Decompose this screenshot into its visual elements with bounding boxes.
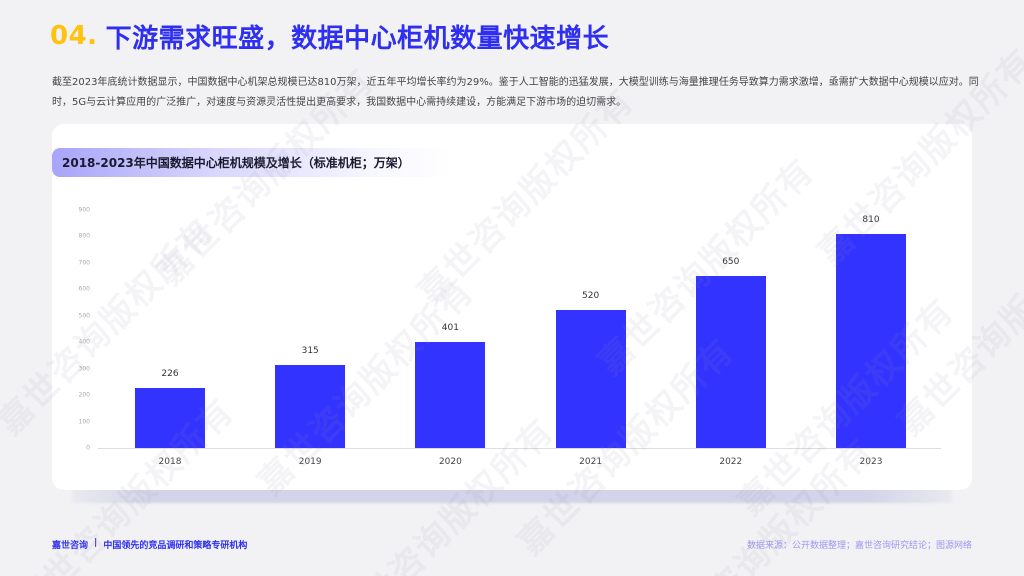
y-tick-label: 500 bbox=[78, 312, 90, 320]
card-shadow bbox=[72, 487, 952, 503]
section-title: 下游需求旺盛，数据中心柜机数量快速增长 bbox=[105, 23, 610, 54]
y-tick-label: 900 bbox=[78, 206, 90, 214]
x-axis-line bbox=[98, 448, 941, 449]
y-tick-label: 200 bbox=[78, 391, 90, 399]
chart-title: 2018-2023年中国数据中心柜机规模及增长（标准机柜；万架） bbox=[52, 148, 452, 177]
bar-2022 bbox=[695, 276, 766, 448]
bar-value-label: 520 bbox=[582, 291, 600, 302]
footer-brand: 嘉世咨询 | 中国领先的竞品调研和策略专研机构 bbox=[52, 538, 247, 551]
x-tick-label: 2019 bbox=[298, 457, 322, 467]
y-tick-label: 400 bbox=[78, 338, 90, 346]
brand-name: 嘉世咨询 bbox=[52, 541, 89, 551]
y-tick-label: 300 bbox=[78, 365, 90, 373]
page-title: 04. 下游需求旺盛，数据中心柜机数量快速增长 bbox=[50, 18, 609, 54]
bar-2020 bbox=[415, 341, 486, 448]
x-tick-label: 2022 bbox=[719, 457, 743, 467]
data-source: 数据来源：公开数据整理；嘉世咨询研究结论；图源网络 bbox=[746, 541, 972, 551]
bar-value-label: 650 bbox=[722, 257, 740, 268]
x-tick-label: 2020 bbox=[438, 457, 462, 467]
footer-separator: | bbox=[94, 538, 98, 548]
y-tick-label: 600 bbox=[78, 285, 90, 293]
bar-value-label: 401 bbox=[441, 322, 459, 333]
bar-value-label: 810 bbox=[862, 214, 880, 225]
brand-tagline: 中国领先的竞品调研和策略专研机构 bbox=[103, 541, 248, 551]
description-paragraph: 截至2023年底统计数据显示，中国数据中心机架总规模已达810万架，近五年平均增… bbox=[52, 77, 979, 108]
y-tick-label: 0 bbox=[86, 444, 90, 452]
x-tick-label: 2023 bbox=[859, 457, 883, 467]
y-tick-label: 700 bbox=[78, 259, 90, 267]
y-tick-label: 100 bbox=[78, 418, 90, 426]
bar-2019 bbox=[275, 364, 346, 448]
x-tick-label: 2018 bbox=[158, 457, 182, 467]
bar-2018 bbox=[135, 388, 205, 448]
bar-value-label: 315 bbox=[301, 345, 319, 356]
x-tick-label: 2021 bbox=[579, 457, 603, 467]
chart-card bbox=[52, 124, 972, 490]
y-tick-label: 800 bbox=[78, 232, 90, 240]
bar-value-label: 226 bbox=[161, 369, 179, 380]
section-number: 04. bbox=[50, 21, 98, 51]
bar-2023 bbox=[836, 233, 906, 448]
bar-2021 bbox=[555, 310, 626, 448]
